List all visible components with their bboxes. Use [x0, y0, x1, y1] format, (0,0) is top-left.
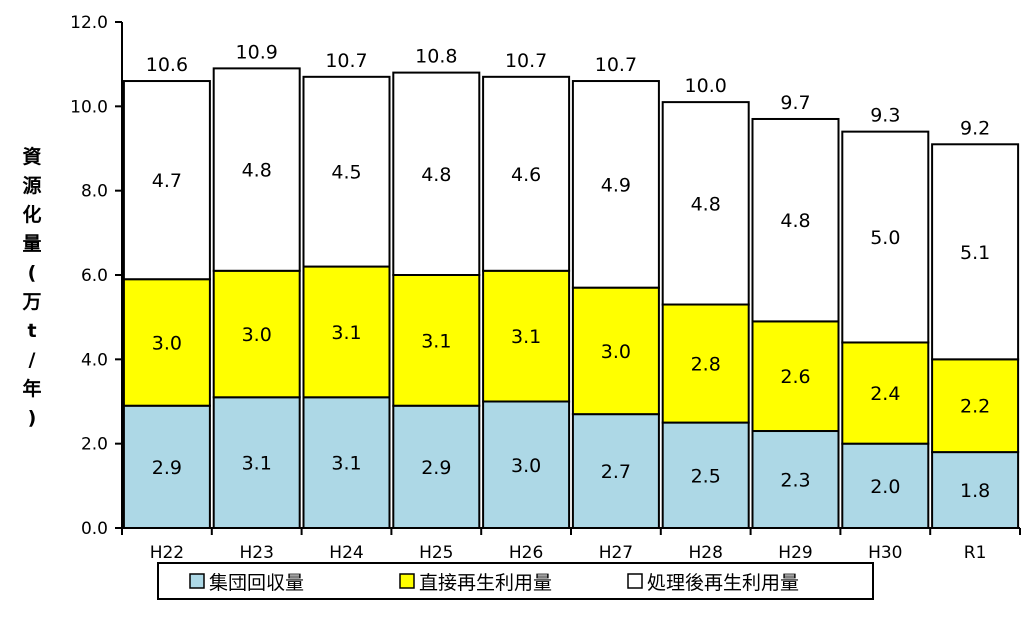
bar-segment-R1-0	[931, 451, 1020, 530]
bar-segment-H25-1	[392, 274, 481, 407]
x-tick-label-H23: H23	[239, 543, 273, 563]
data-label-H23-0: 3.1	[242, 453, 272, 475]
bar-segment-H22-1	[122, 278, 211, 407]
y-axis-label: 資源化量(万 t/年)	[21, 145, 41, 429]
y-axis: 0.0 2.0 4.0 6.0 8.0 10.0 12.0	[70, 13, 123, 539]
x-tick-label-H27: H27	[599, 543, 633, 563]
data-label-H29-0: 2.3	[780, 470, 810, 492]
data-label-R1-2: 5.1	[960, 242, 990, 264]
y-tick-label-12.0: 12.0	[70, 13, 108, 33]
data-label-H24-0: 3.1	[331, 453, 361, 475]
total-label-H25: 10.8	[415, 46, 457, 68]
total-label-H30: 9.3	[870, 105, 900, 127]
total-label-H29: 9.7	[780, 92, 810, 114]
plot-area: 2.9 3.0 4.7 10.6 3.1 3.0 4.8 10.9 3.1 3.1 4.5 10.7 2…	[122, 41, 1020, 530]
data-label-H29-1: 2.6	[780, 366, 810, 388]
legend-label-0: 集団回収量	[209, 572, 304, 594]
bar-segment-H25-0	[392, 404, 481, 530]
y-tick-label-4.0: 4.0	[81, 350, 108, 370]
bar-segment-H26-2	[482, 75, 571, 272]
legend-swatch-0	[189, 573, 205, 589]
x-tick-label-H29: H29	[778, 543, 812, 563]
data-label-H23-2: 4.8	[242, 160, 272, 182]
bar-segment-H27-2	[571, 80, 660, 289]
bar-segment-H30-1	[841, 341, 930, 445]
bar-segment-R1-2	[931, 143, 1020, 361]
bar-segment-H24-1	[302, 265, 391, 399]
data-label-H27-0: 2.7	[601, 461, 631, 483]
total-label-H28: 10.0	[685, 75, 727, 97]
legend-swatch-1	[399, 573, 415, 589]
legend: 集団回収量 直接再生利用量 処理後再生利用量	[157, 562, 874, 600]
x-tick-label-H26: H26	[509, 543, 543, 563]
data-label-H28-1: 2.8	[691, 354, 721, 376]
data-label-H30-2: 5.0	[870, 227, 900, 249]
x-tick-label-H22: H22	[150, 543, 184, 563]
total-label-H26: 10.7	[505, 50, 547, 72]
data-label-H22-1: 3.0	[152, 332, 182, 354]
data-label-H22-2: 4.7	[152, 170, 182, 192]
data-label-R1-0: 1.8	[960, 480, 990, 502]
bar-segment-H29-2	[751, 117, 840, 323]
bar-segment-H25-2	[392, 71, 481, 276]
x-tick-label-H24: H24	[329, 543, 363, 563]
data-label-H23-1: 3.0	[242, 324, 272, 346]
bar-segment-H27-1	[571, 286, 660, 416]
data-label-H25-1: 3.1	[421, 330, 451, 352]
data-label-H26-0: 3.0	[511, 455, 541, 477]
bar-segment-H23-0	[212, 396, 301, 529]
data-label-H25-0: 2.9	[421, 457, 451, 479]
total-label-H24: 10.7	[325, 50, 367, 72]
data-label-R1-1: 2.2	[960, 396, 990, 418]
x-tick-label-H28: H28	[688, 543, 722, 563]
y-tick-label-10.0: 10.0	[70, 97, 108, 117]
bar-segment-H24-2	[302, 75, 391, 268]
data-label-H26-2: 4.6	[511, 164, 541, 186]
data-label-H28-2: 4.8	[691, 193, 721, 215]
legend-label-2: 処理後再生利用量	[647, 572, 799, 594]
data-label-H30-0: 2.0	[870, 476, 900, 498]
bar-segment-H27-0	[571, 413, 660, 529]
data-label-H30-1: 2.4	[870, 383, 900, 405]
legend-swatch-2	[627, 573, 643, 589]
x-axis: H22 H23 H24 H25 H26 H27 H28 H29 H30 R1	[121, 527, 1021, 563]
bar-segment-H22-0	[122, 404, 211, 530]
data-label-H27-1: 3.0	[601, 341, 631, 363]
y-tick-label-8.0: 8.0	[81, 182, 108, 202]
bar-segment-R1-1	[931, 358, 1020, 454]
y-tick-label-2.0: 2.0	[81, 435, 108, 455]
bar-segment-H28-1	[661, 303, 750, 424]
total-label-H27: 10.7	[595, 54, 637, 76]
legend-box	[157, 562, 874, 600]
data-label-H22-0: 2.9	[152, 457, 182, 479]
y-tick-label-0.0: 0.0	[81, 519, 108, 539]
total-label-H22: 10.6	[146, 54, 188, 76]
bar-segment-H28-0	[661, 421, 750, 530]
x-tick-label-H25: H25	[419, 543, 453, 563]
total-label-R1: 9.2	[960, 117, 990, 139]
x-tick-label-R1: R1	[964, 543, 987, 563]
bar-segment-H28-2	[661, 101, 750, 306]
data-label-H27-2: 4.9	[601, 174, 631, 196]
data-label-H25-2: 4.8	[421, 164, 451, 186]
x-tick-label-H30: H30	[868, 543, 902, 563]
data-label-H24-2: 4.5	[331, 162, 361, 184]
total-label-H23: 10.9	[236, 41, 278, 63]
data-label-H28-0: 2.5	[691, 465, 721, 487]
legend-label-1: 直接再生利用量	[419, 572, 552, 594]
data-label-H29-2: 4.8	[780, 210, 810, 232]
data-label-H26-1: 3.1	[511, 326, 541, 348]
y-axis-title: 資源化量(万 t/年)	[21, 145, 41, 429]
bar-segment-H30-2	[841, 130, 930, 344]
bar-segment-H23-1	[212, 269, 301, 399]
y-tick-label-6.0: 6.0	[81, 266, 108, 286]
bar-segment-H29-1	[751, 320, 840, 433]
bar-segment-H22-2	[122, 80, 211, 281]
data-label-H24-1: 3.1	[331, 322, 361, 344]
bar-segment-H23-2	[212, 67, 301, 272]
